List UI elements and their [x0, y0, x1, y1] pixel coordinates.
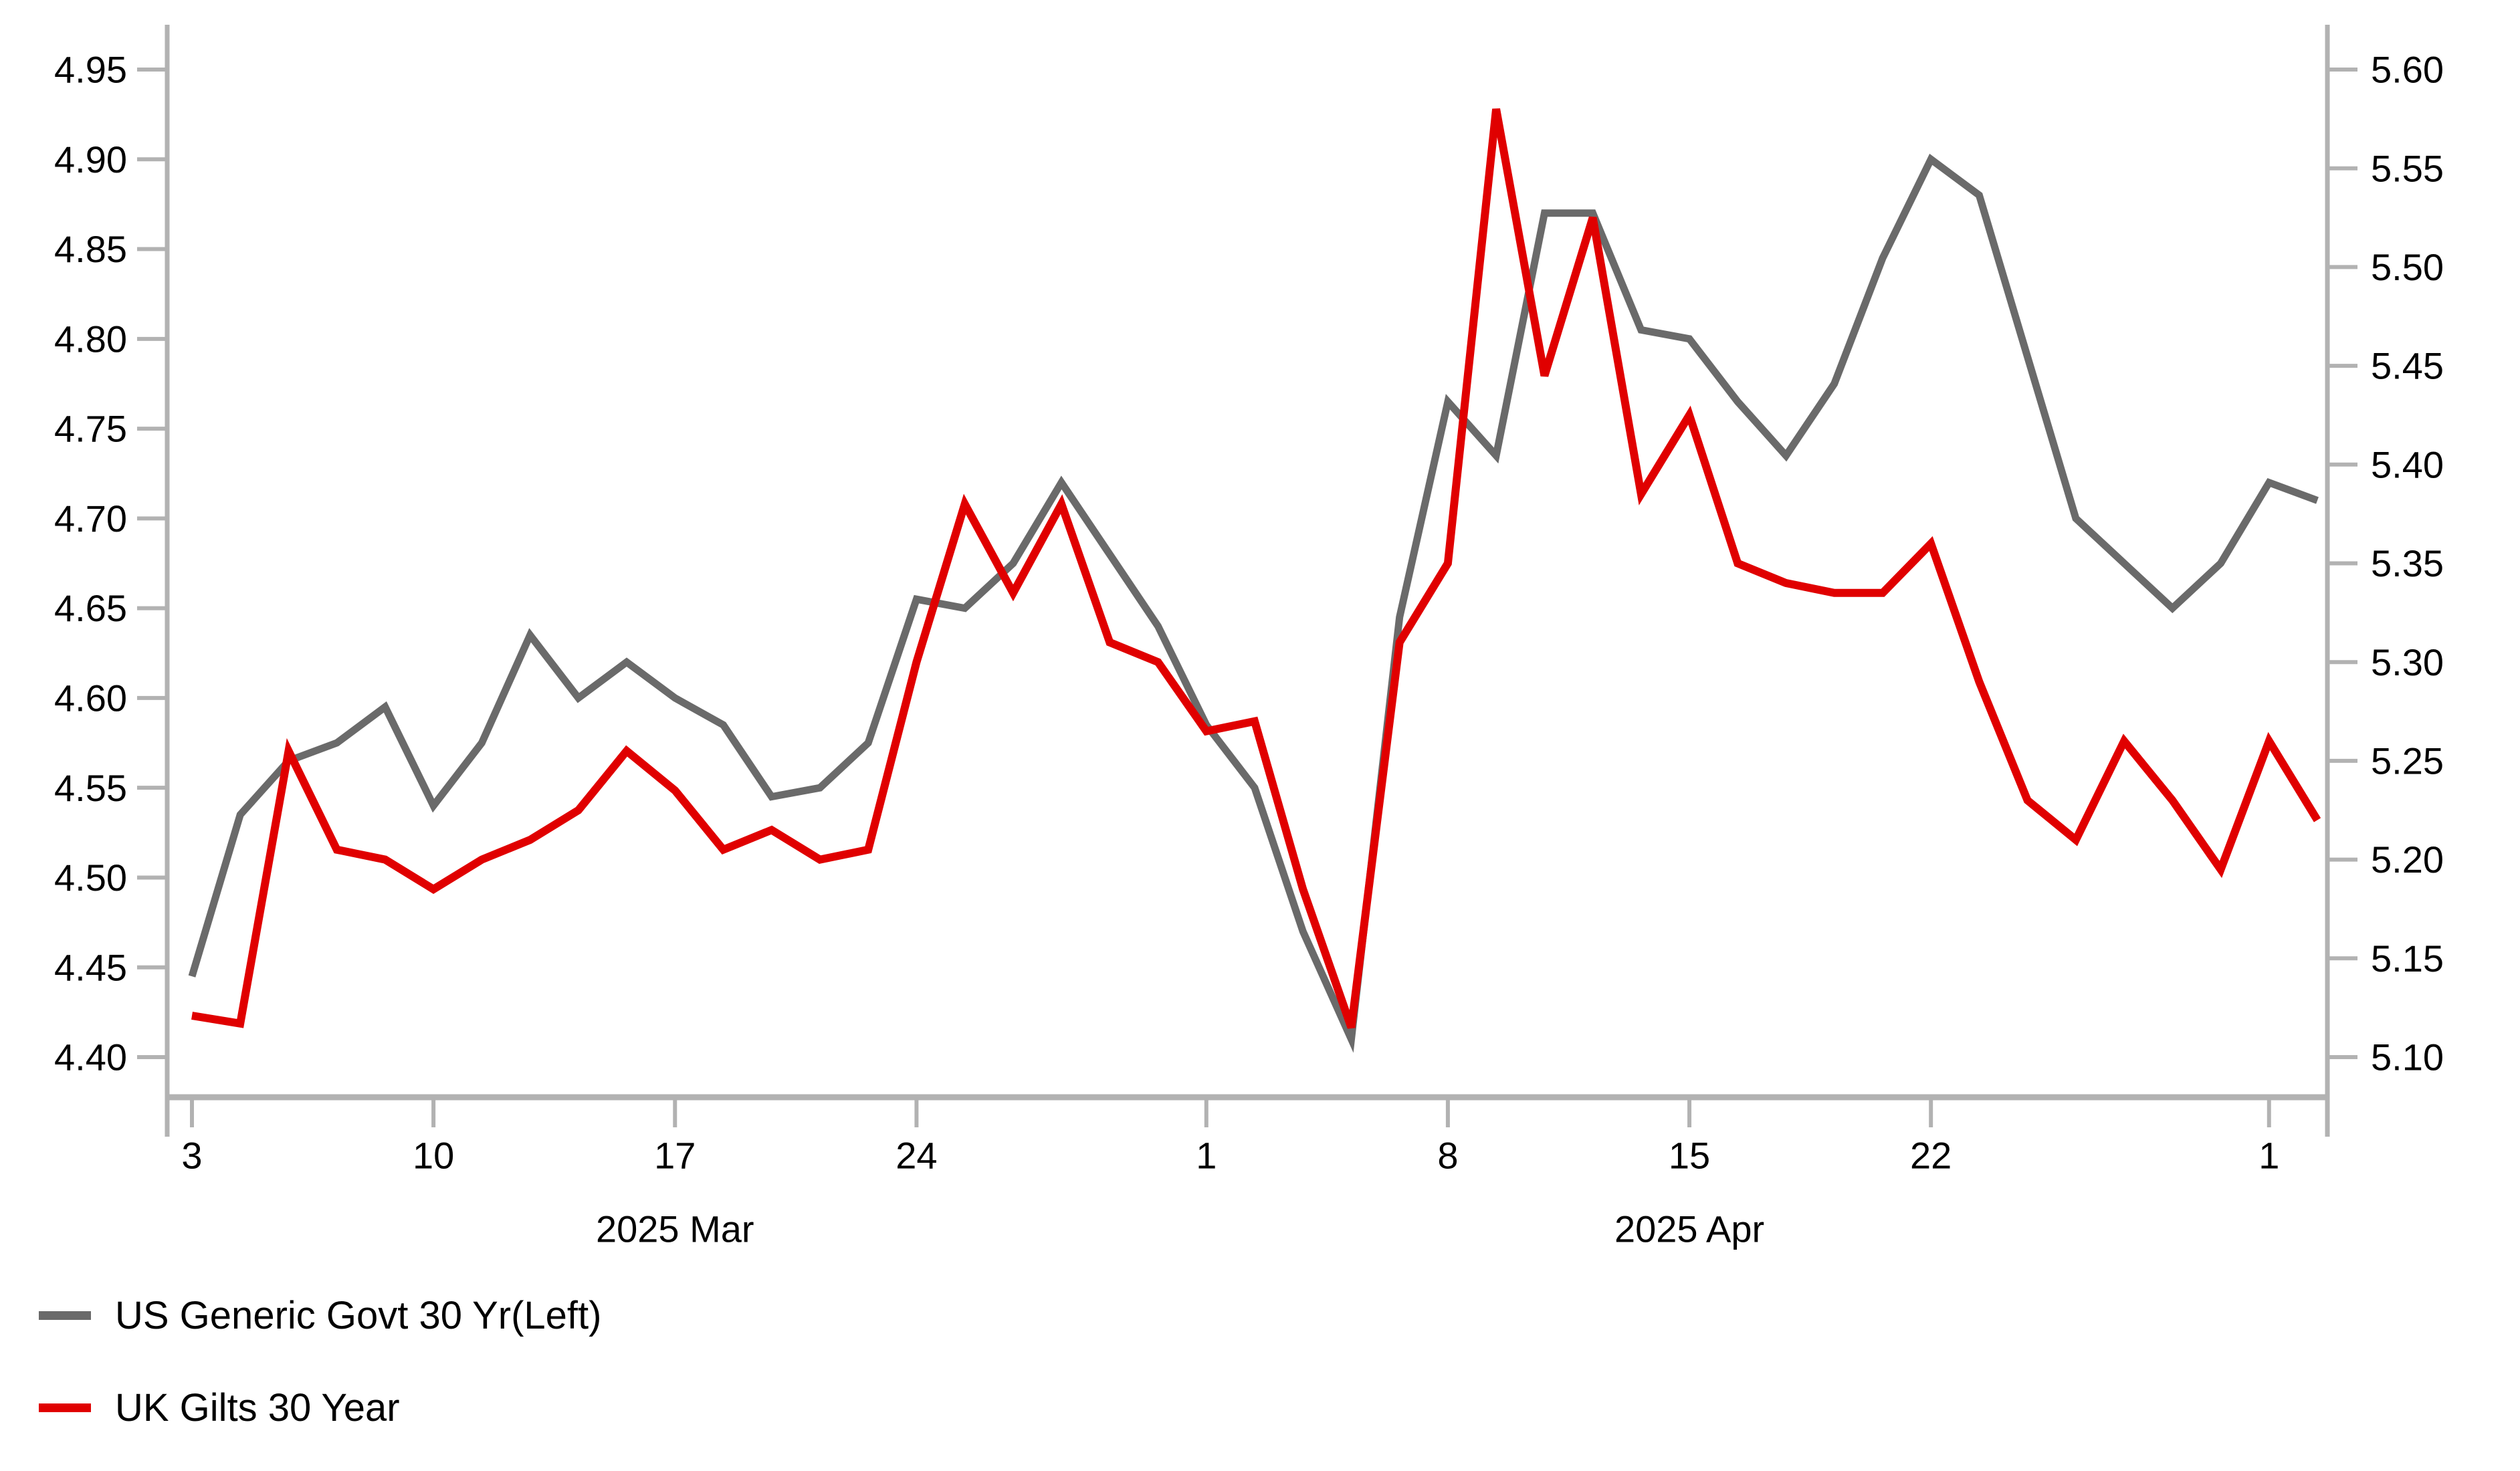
right-axis-tick-label: 5.40 [2371, 443, 2444, 485]
left-axis-tick-label: 4.60 [54, 677, 127, 719]
right-axis-tick-label: 5.55 [2371, 147, 2444, 189]
x-axis-month-label: 2025 Apr [1614, 1208, 1764, 1250]
right-axis-tick-label: 5.35 [2371, 542, 2444, 584]
left-axis-tick-label: 4.80 [54, 318, 127, 360]
right-axis-tick-label: 5.20 [2371, 838, 2444, 881]
right-axis-tick-label: 5.25 [2371, 740, 2444, 782]
legend-swatch-uk-line [39, 1403, 91, 1412]
x-axis-tick-label: 17 [654, 1135, 696, 1177]
x-axis-tick-label: 15 [1669, 1135, 1710, 1177]
legend-item-uk: UK Gilts 30 Year [39, 1385, 601, 1430]
x-axis-tick-label: 3 [181, 1135, 202, 1177]
left-axis-tick-label: 4.95 [54, 49, 127, 91]
right-axis-tick-label: 5.60 [2371, 49, 2444, 91]
right-axis-tick-label: 5.50 [2371, 246, 2444, 288]
left-axis-tick-label: 4.55 [54, 767, 127, 809]
right-axis-tick-label: 5.45 [2371, 345, 2444, 387]
x-axis-tick-label: 24 [896, 1135, 937, 1177]
legend-label-us: US Generic Govt 30 Yr(Left) [115, 1293, 602, 1337]
x-axis-tick-label: 10 [413, 1135, 454, 1177]
x-axis-tick-label: 8 [1437, 1135, 1458, 1177]
us-30yr-line-series [188, 153, 2319, 1053]
right-axis-tick-label: 5.30 [2371, 641, 2444, 683]
legend-item-us: US Generic Govt 30 Yr(Left) [39, 1293, 602, 1337]
left-axis-tick-label: 4.90 [54, 138, 127, 181]
legend-swatch-us-line [39, 1311, 91, 1320]
left-axis-tick-label: 4.75 [54, 408, 127, 450]
x-axis-tick-label: 1 [1196, 1135, 1217, 1177]
left-axis-tick-label: 4.85 [54, 228, 127, 270]
left-axis-tick-label: 4.50 [54, 857, 127, 899]
left-axis-tick-label: 4.45 [54, 946, 127, 988]
legend: US Generic Govt 30 Yr(Left) UK Gilts 30 … [39, 1294, 601, 1471]
legend-label-uk: UK Gilts 30 Year [115, 1385, 400, 1430]
x-axis-tick-label: 22 [1910, 1135, 1952, 1177]
left-axis-tick-label: 4.70 [54, 497, 127, 540]
x-axis-tick-label: 1 [2259, 1135, 2279, 1177]
right-axis-tick-label: 5.10 [2371, 1036, 2444, 1079]
x-axis-month-label: 2025 Mar [596, 1208, 754, 1250]
uk-gilts-30yr-line-series [191, 108, 2321, 1029]
right-axis-tick-label: 5.15 [2371, 937, 2444, 980]
left-axis-tick-label: 4.65 [54, 587, 127, 629]
left-axis-tick-label: 4.40 [54, 1036, 127, 1079]
